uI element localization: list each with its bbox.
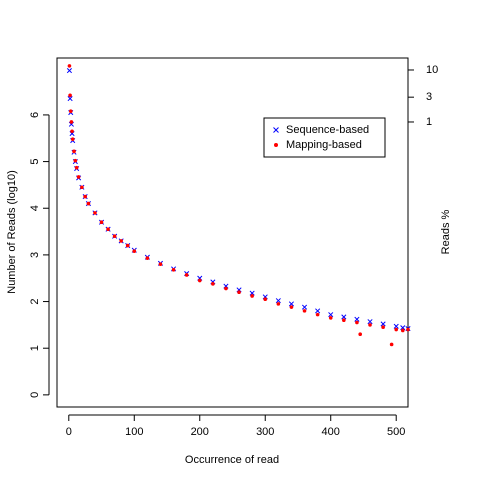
point [289, 305, 294, 309]
y-tick-label: 1 [29, 345, 41, 351]
legend-label: Mapping-based [286, 139, 362, 151]
point [93, 211, 97, 215]
point [394, 327, 399, 332]
point [69, 120, 74, 124]
point [67, 64, 72, 68]
point [73, 158, 78, 163]
x-tick-label: 100 [125, 426, 143, 438]
point [367, 319, 373, 325]
point [67, 96, 73, 102]
point [211, 282, 215, 286]
y-tick-label: 6 [29, 112, 41, 118]
x-axis-label: Occurrence of read [185, 454, 279, 466]
point [106, 227, 110, 232]
point [86, 201, 91, 206]
y-axis-label: Number of Reads (log10) [6, 170, 18, 294]
point [315, 308, 321, 314]
y-tick-label: 2 [29, 298, 41, 304]
point [380, 321, 386, 327]
point [368, 323, 372, 327]
point [99, 220, 104, 225]
point [112, 234, 117, 239]
point [224, 286, 228, 291]
point [74, 165, 79, 170]
point [125, 243, 130, 248]
y-tick-label: 4 [29, 205, 41, 211]
point [381, 325, 385, 330]
plot-frame [56, 57, 409, 408]
point [171, 268, 176, 272]
y-tick-label: 3 [29, 252, 41, 258]
x-tick-label: 300 [256, 426, 274, 438]
point [145, 256, 150, 260]
legend-marker [274, 143, 278, 147]
legend-label: Sequence-based [286, 124, 369, 136]
point [400, 328, 405, 333]
point [66, 68, 72, 74]
point [389, 342, 394, 347]
point [355, 320, 359, 325]
point [400, 325, 406, 331]
y-tick-label: 0 [29, 392, 41, 398]
y2-tick-label: 3 [426, 91, 432, 103]
point [341, 314, 347, 320]
point [237, 290, 241, 295]
point [276, 302, 281, 306]
point [406, 327, 410, 332]
point [249, 290, 255, 296]
point [288, 301, 294, 307]
point [301, 304, 308, 310]
point [358, 332, 362, 337]
x-tick-label: 500 [387, 426, 405, 438]
point [119, 239, 123, 243]
point [328, 312, 334, 318]
legend-marker [273, 127, 279, 133]
point [72, 149, 76, 154]
point [76, 175, 81, 179]
y-tick-label: 5 [29, 159, 41, 165]
point [393, 323, 399, 329]
x-tick-label: 400 [322, 426, 340, 438]
point [70, 129, 74, 134]
point [132, 249, 137, 253]
point [315, 312, 320, 317]
y2-tick-label: 10 [426, 64, 438, 76]
point [263, 297, 268, 302]
point [250, 294, 254, 298]
point [328, 316, 333, 320]
point [68, 93, 72, 98]
y2-axis-label: Reads % [440, 209, 452, 254]
x-tick-label: 200 [191, 426, 209, 438]
point [83, 194, 87, 199]
point [184, 273, 189, 277]
point [158, 262, 163, 267]
point [68, 109, 73, 113]
point [80, 185, 84, 190]
point [342, 318, 346, 323]
point [275, 298, 281, 304]
legend-box [263, 117, 386, 158]
x-tick-label: 0 [66, 426, 72, 438]
point [354, 316, 360, 322]
point [197, 278, 202, 283]
point [70, 137, 75, 141]
y2-tick-label: 1 [426, 116, 432, 128]
point [302, 309, 307, 313]
